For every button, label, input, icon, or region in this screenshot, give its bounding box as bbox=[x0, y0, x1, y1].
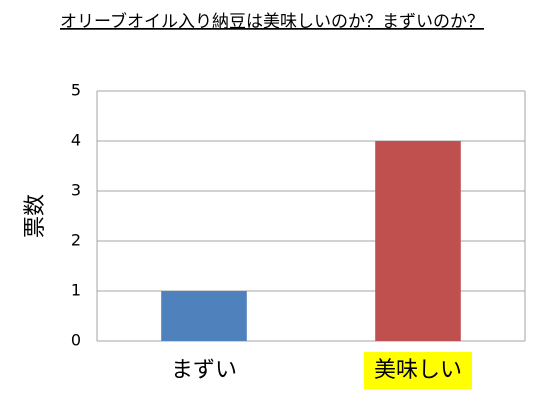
y-tick-label: 0 bbox=[71, 331, 81, 350]
x-tick-label: 美味しい bbox=[374, 358, 462, 383]
bar bbox=[161, 291, 247, 341]
y-tick-label: 1 bbox=[71, 281, 81, 300]
chart-title: オリーブオイル入り納豆は美味しいのか？まずいのか？ bbox=[60, 11, 484, 32]
bar bbox=[375, 141, 461, 341]
y-axis-label: 票数 bbox=[23, 194, 48, 238]
y-tick-label: 5 bbox=[71, 81, 81, 100]
label-highlight bbox=[363, 352, 473, 389]
x-tick-label: まずい bbox=[171, 358, 237, 383]
y-tick-label: 3 bbox=[71, 181, 81, 200]
y-tick-label: 2 bbox=[71, 231, 81, 250]
y-tick-label: 4 bbox=[71, 131, 81, 150]
